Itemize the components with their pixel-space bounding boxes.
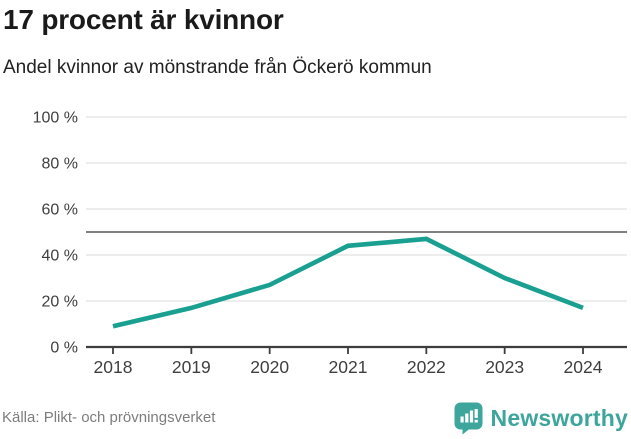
data-line [112,236,584,329]
x-tick-label: 2018 [94,357,133,377]
chart-subtitle: Andel kvinnor av mönstrande från Öckerö … [3,57,432,78]
y-tick-label: 100 % [33,110,78,127]
x-tick-label: 2020 [250,357,289,377]
x-tick-label: 2019 [172,357,211,377]
x-tick-label: 2024 [564,357,603,377]
source-note: Källa: Plikt- och prövningsverket [2,409,216,426]
newsworthy-logo: Newsworthy [454,402,628,435]
x-tick-label: 2023 [485,357,524,377]
y-tick-label: 60 % [42,202,78,219]
chart-title: 17 procent är kvinnor [3,4,284,35]
y-tick-label: 0 % [50,340,78,357]
newsworthy-icon [454,402,483,435]
x-tick-label: 2021 [329,357,368,377]
x-tick-label: 2022 [407,357,446,377]
line-chart: 0 % 20 % 40 % 60 % 80 % 100 % 2018 2019 2020 2021… [33,110,627,377]
newsworthy-wordmark: Newsworthy [490,405,628,431]
y-tick-label: 40 % [42,248,78,265]
y-tick-label: 80 % [42,156,78,173]
y-tick-label: 20 % [42,294,78,311]
